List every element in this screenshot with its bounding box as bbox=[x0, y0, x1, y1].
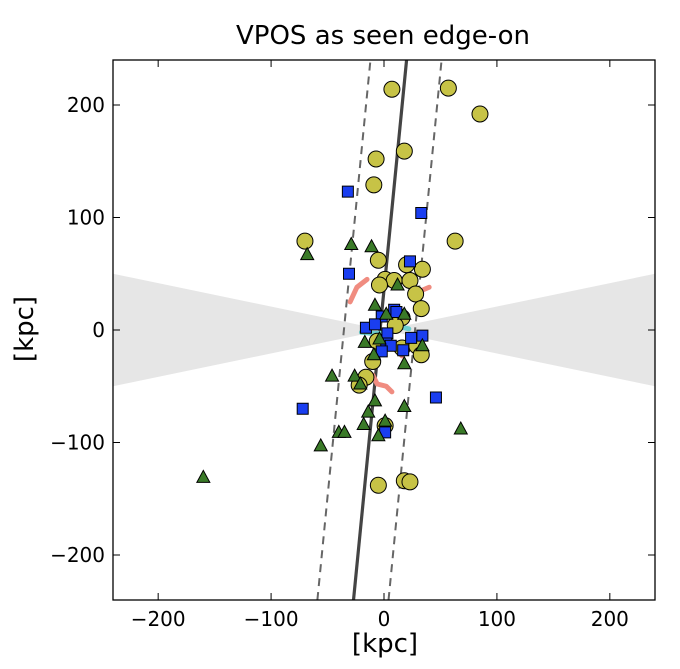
plot-content bbox=[113, 60, 655, 600]
square-point-16 bbox=[397, 344, 410, 357]
circle-point-17 bbox=[412, 300, 430, 318]
circle-point-1 bbox=[383, 80, 401, 98]
circle-point-6 bbox=[365, 176, 383, 194]
dashed-line-1 bbox=[316, 60, 372, 600]
square-point-18 bbox=[429, 391, 442, 404]
triangle-point-3 bbox=[343, 236, 359, 250]
square-point-9 bbox=[368, 318, 381, 331]
circle-point-8 bbox=[446, 232, 464, 250]
triangle-point-14 bbox=[352, 375, 368, 390]
triangle-point-13 bbox=[347, 368, 362, 382]
x-axis-label: [kpc] bbox=[352, 629, 418, 659]
triangle-point-15 bbox=[367, 392, 383, 407]
triangle-point-12 bbox=[415, 337, 430, 352]
x-axis: −200 −100 0 100 200 bbox=[131, 60, 629, 631]
triangle-point-2 bbox=[299, 246, 315, 261]
circle-point-3 bbox=[471, 105, 489, 123]
triangle-point-8 bbox=[378, 306, 394, 320]
y-axis-label: [kpc] bbox=[10, 296, 40, 362]
circle-point-16 bbox=[407, 285, 425, 303]
obscured-wedge-left bbox=[113, 273, 384, 387]
y-tick-label-3: 0 bbox=[92, 318, 105, 342]
circle-point-4 bbox=[367, 150, 385, 168]
triangle-point-5 bbox=[390, 276, 405, 291]
x-tick-label-3: 0 bbox=[378, 607, 391, 631]
x-tick-label-4: 100 bbox=[478, 607, 516, 631]
triangle-point-11 bbox=[396, 355, 412, 370]
square-point-17 bbox=[296, 402, 309, 415]
circle-point-9 bbox=[369, 251, 387, 269]
triangle-point-23 bbox=[453, 420, 469, 435]
x-tick-label-2: −100 bbox=[244, 607, 299, 631]
triangle-point-10 bbox=[366, 346, 382, 361]
triangle-point-1 bbox=[195, 469, 211, 483]
triangle-point-26 bbox=[357, 334, 373, 348]
square-point-1 bbox=[341, 185, 354, 198]
square-point-3 bbox=[342, 267, 355, 280]
circle-point-30 bbox=[401, 473, 419, 491]
plot-area bbox=[113, 60, 655, 600]
triangle-point-4 bbox=[364, 238, 379, 253]
circle-point-13 bbox=[413, 260, 431, 278]
circle-point-28 bbox=[369, 476, 387, 494]
y-tick-label-5: 200 bbox=[67, 93, 105, 117]
circle-point-15 bbox=[370, 276, 388, 294]
square-point-4 bbox=[403, 255, 416, 268]
triangle-point-9 bbox=[372, 330, 387, 345]
x-tick-label-1: −200 bbox=[131, 607, 186, 631]
triangle-point-25 bbox=[324, 368, 340, 382]
pink-track-3 bbox=[370, 372, 395, 395]
triangle-point-18 bbox=[371, 427, 386, 442]
triangle-point-7 bbox=[396, 306, 412, 320]
square-point-2 bbox=[415, 207, 428, 219]
triangle-point-22 bbox=[396, 398, 412, 412]
y-tick-label-4: 100 bbox=[67, 206, 105, 230]
y-tick-label-1: −200 bbox=[50, 543, 105, 567]
triangle-point-16 bbox=[360, 404, 376, 418]
y-axis: −200 −100 0 100 200 bbox=[50, 93, 655, 567]
triangle-point-17 bbox=[356, 416, 372, 430]
circle-point-7 bbox=[296, 232, 314, 250]
square-point-12 bbox=[405, 331, 418, 344]
pink-track-1 bbox=[347, 276, 370, 305]
obscured-wedge-right bbox=[384, 273, 655, 387]
circle-point-5 bbox=[395, 142, 413, 160]
triangle-point-21 bbox=[337, 424, 352, 438]
triangle-point-24 bbox=[377, 413, 393, 427]
triangle-point-20 bbox=[313, 437, 329, 452]
square-point-10 bbox=[381, 327, 394, 340]
chart-title: VPOS as seen edge-on bbox=[236, 21, 530, 51]
y-tick-label-2: −100 bbox=[50, 431, 105, 455]
triangle-point-6 bbox=[367, 297, 383, 311]
dashed-line-2 bbox=[387, 60, 443, 600]
circle-point-2 bbox=[439, 79, 457, 97]
x-tick-label-5: 200 bbox=[591, 607, 629, 631]
